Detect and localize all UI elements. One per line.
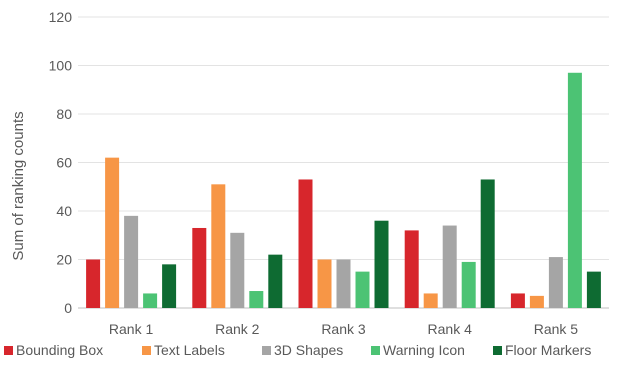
y-axis-ticks: 0 20 40 60 80 100 120: [49, 9, 73, 316]
bar-3d-shapes-rank-1: [124, 215, 139, 308]
x-tick-label: Rank 3: [321, 321, 366, 337]
y-tick-label: 80: [56, 106, 72, 122]
x-tick-label: Rank 2: [215, 321, 260, 337]
bar-bounding-box-rank-2: [192, 227, 207, 308]
y-tick-label: 40: [56, 203, 72, 219]
bar-text-labels-rank-2: [211, 184, 226, 308]
x-tick-label: Rank 1: [109, 321, 154, 337]
bar-bounding-box-rank-4: [404, 230, 419, 308]
legend-swatch: [371, 346, 380, 355]
bar-text-labels-rank-3: [317, 259, 332, 308]
bar-3d-shapes-rank-2: [230, 232, 245, 308]
legend-swatch: [262, 346, 271, 355]
bar-3d-shapes-rank-4: [442, 225, 457, 308]
legend-swatch: [4, 346, 13, 355]
bar-warning-icon-rank-3: [355, 271, 370, 308]
bars: [86, 72, 601, 309]
y-tick-label: 20: [56, 252, 72, 268]
bar-floor-markers-rank-5: [586, 271, 601, 308]
bar-text-labels-rank-4: [423, 293, 438, 308]
bar-3d-shapes-rank-3: [336, 259, 351, 308]
legend: Bounding Box Text Labels 3D Shapes Warning …: [4, 342, 591, 358]
gridlines: [78, 16, 609, 309]
legend-label: Bounding Box: [16, 342, 103, 358]
legend-swatch: [493, 346, 502, 355]
bar-floor-markers-rank-3: [374, 220, 389, 308]
bar-bounding-box-rank-5: [510, 293, 525, 308]
x-tick-label: Rank 4: [428, 321, 473, 337]
legend-label: 3D Shapes: [274, 342, 343, 358]
bar-bounding-box-rank-1: [86, 259, 101, 308]
legend-label: Warning Icon: [383, 342, 465, 358]
y-tick-label: 60: [56, 155, 72, 171]
bar-warning-icon-rank-5: [567, 72, 582, 309]
bar-warning-icon-rank-4: [461, 261, 476, 308]
bar-warning-icon-rank-1: [143, 293, 158, 308]
y-tick-label: 120: [49, 9, 73, 25]
bar-floor-markers-rank-2: [268, 254, 283, 308]
bar-floor-markers-rank-4: [480, 179, 495, 308]
legend-swatch: [142, 346, 151, 355]
legend-label: Text Labels: [154, 342, 225, 358]
x-axis-ticks: Rank 1 Rank 2 Rank 3 Rank 4 Rank 5: [109, 321, 578, 337]
legend-label: Floor Markers: [505, 342, 591, 358]
bar-3d-shapes-rank-5: [548, 257, 563, 308]
bar-bounding-box-rank-3: [298, 179, 313, 308]
y-axis-label: Sum of ranking counts: [10, 111, 27, 260]
x-tick-label: Rank 5: [534, 321, 579, 337]
y-tick-label: 0: [64, 300, 72, 316]
y-tick-label: 100: [49, 58, 73, 74]
bar-text-labels-rank-1: [105, 157, 120, 308]
bar-floor-markers-rank-1: [162, 264, 177, 308]
bar-text-labels-rank-5: [529, 295, 544, 308]
bar-warning-icon-rank-2: [249, 291, 264, 308]
